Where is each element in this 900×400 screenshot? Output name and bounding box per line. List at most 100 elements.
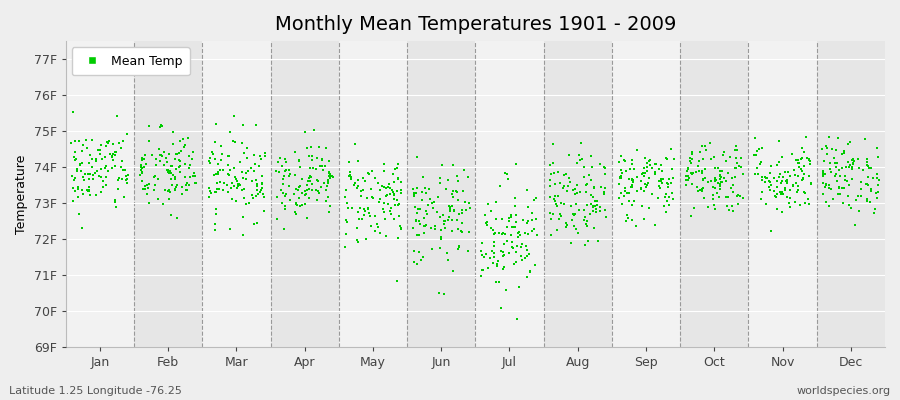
Point	[854, 179, 868, 185]
Point	[454, 228, 468, 234]
Point	[570, 182, 584, 188]
Point	[274, 187, 288, 194]
Point	[209, 171, 223, 178]
Point	[845, 156, 859, 163]
Point	[504, 214, 518, 220]
Point	[793, 202, 807, 208]
Point	[72, 138, 86, 144]
Point	[373, 199, 387, 205]
Point	[179, 187, 194, 194]
Point	[326, 174, 340, 180]
Point	[215, 151, 230, 157]
Point	[248, 177, 263, 183]
Point	[612, 181, 626, 187]
Point	[576, 174, 590, 180]
Point	[64, 139, 78, 146]
Point	[583, 210, 598, 217]
Point	[666, 156, 680, 162]
Point	[614, 166, 628, 173]
Point	[520, 187, 535, 193]
Point	[559, 224, 573, 230]
Point	[841, 193, 855, 200]
Point	[581, 171, 596, 178]
Point	[160, 169, 175, 175]
Point	[168, 156, 183, 162]
Point	[407, 259, 421, 266]
Point	[244, 164, 258, 171]
Point	[563, 240, 578, 246]
Point	[365, 194, 380, 200]
Point	[640, 168, 654, 174]
Point	[298, 192, 312, 199]
Point	[787, 183, 801, 189]
Point	[679, 173, 693, 180]
Point	[802, 156, 816, 162]
Point	[488, 230, 502, 236]
Point	[626, 166, 641, 172]
Point	[754, 195, 769, 202]
Point	[300, 187, 314, 193]
Point	[510, 242, 525, 249]
Point	[433, 245, 447, 252]
Point	[487, 250, 501, 256]
Point	[645, 191, 660, 197]
Point	[569, 225, 583, 232]
Point	[252, 162, 266, 169]
Point	[112, 175, 126, 182]
Point	[642, 158, 656, 164]
Point	[860, 163, 875, 170]
Point	[347, 180, 362, 186]
Point	[860, 162, 874, 168]
Point	[860, 196, 874, 203]
Point	[586, 184, 600, 190]
Point	[454, 207, 469, 214]
Point	[816, 172, 831, 179]
Point	[422, 186, 436, 192]
Point	[640, 182, 654, 188]
Point	[188, 172, 202, 179]
Point	[593, 204, 608, 211]
Point	[139, 160, 153, 167]
Point	[245, 178, 259, 184]
Point	[483, 255, 498, 262]
Point	[94, 189, 108, 195]
Point	[75, 148, 89, 154]
Point	[832, 185, 846, 191]
Point	[181, 135, 195, 142]
Point	[580, 223, 594, 230]
Point	[142, 123, 157, 130]
Point	[653, 176, 668, 182]
Point	[425, 246, 439, 252]
Point	[394, 225, 409, 231]
Point	[579, 182, 593, 188]
Point	[684, 148, 698, 155]
Point	[234, 168, 248, 175]
Point	[569, 201, 583, 207]
Point	[580, 237, 595, 244]
Point	[220, 162, 235, 168]
Point	[625, 176, 639, 183]
Point	[774, 180, 788, 186]
Point	[205, 149, 220, 155]
Point	[709, 190, 724, 196]
Text: Latitude 1.25 Longitude -76.25: Latitude 1.25 Longitude -76.25	[9, 386, 182, 396]
Point	[570, 160, 584, 166]
Point	[434, 236, 448, 242]
Point	[237, 186, 251, 192]
Point	[303, 178, 318, 185]
Point	[279, 167, 293, 174]
Point	[486, 260, 500, 266]
Point	[275, 190, 290, 196]
Point	[796, 175, 811, 182]
Point	[431, 290, 446, 296]
Point	[508, 212, 523, 218]
Point	[230, 185, 245, 192]
Point	[302, 153, 316, 159]
Point	[354, 188, 368, 194]
Point	[798, 200, 813, 206]
Point	[838, 172, 852, 179]
Point	[134, 169, 148, 175]
Point	[498, 231, 512, 237]
Point	[136, 186, 150, 192]
Point	[577, 206, 591, 213]
